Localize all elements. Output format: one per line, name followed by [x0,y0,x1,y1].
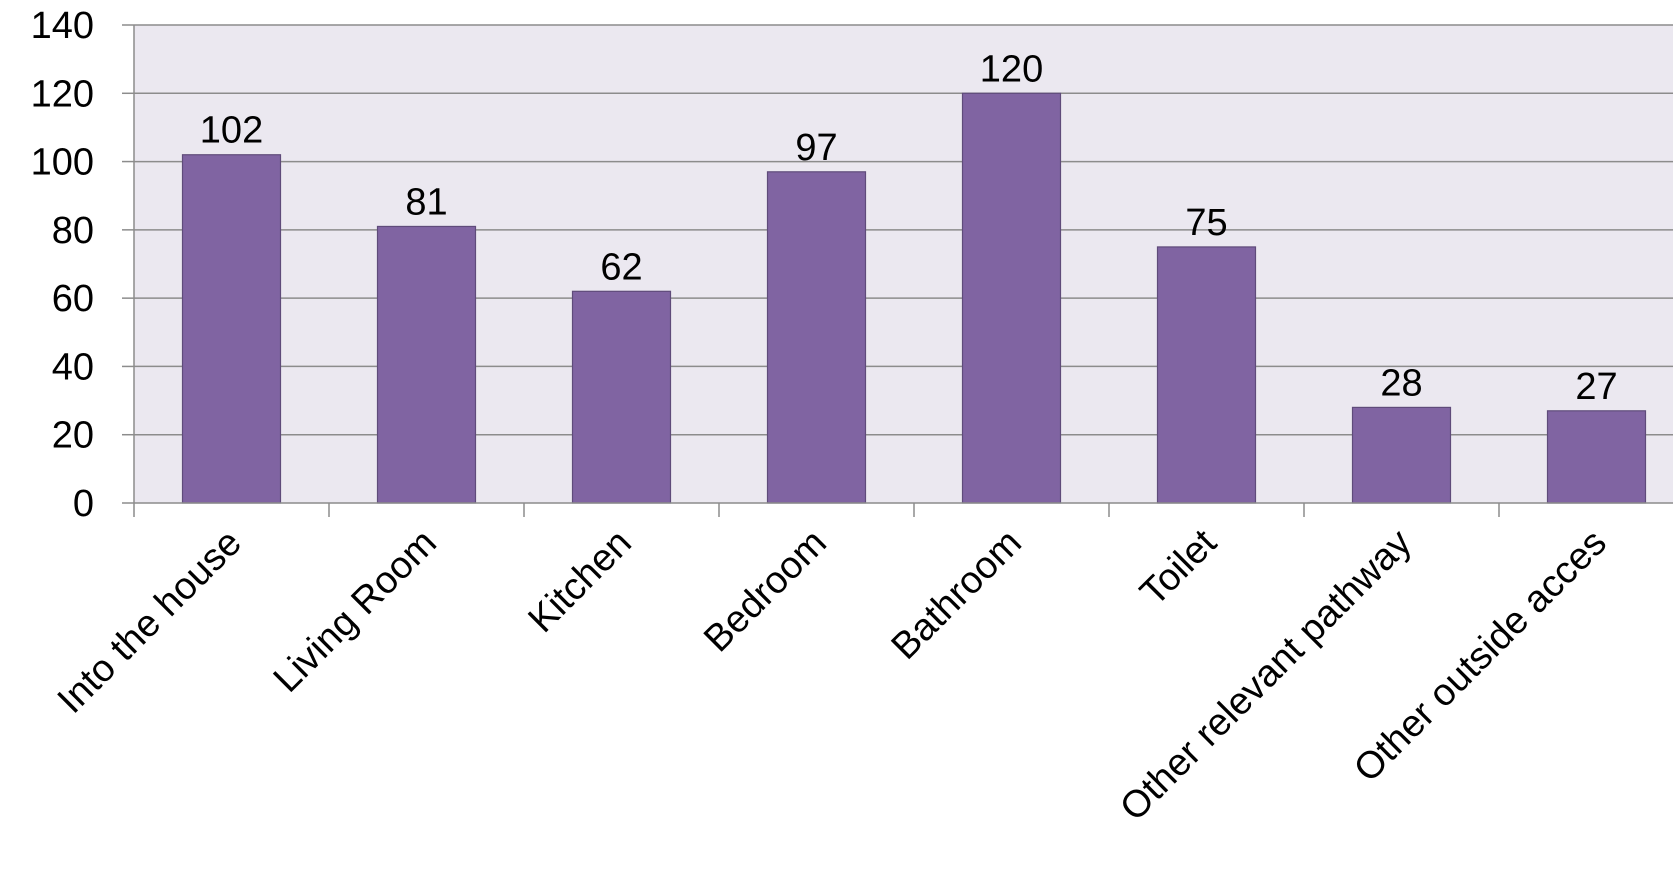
y-tick-labels: 0 20 40 60 80 100 120 140 [31,5,94,525]
category-labels: Into the house Living Room Kitchen Bedroom B… [50,521,1615,829]
data-label: 97 [795,127,837,169]
y-tick-label: 140 [31,5,94,47]
bar [1546,410,1647,504]
category-label: Living Room [266,522,445,701]
bar [961,92,1062,504]
data-label: 28 [1380,362,1422,404]
category-label: Into the house [50,522,250,722]
y-tick-label: 60 [52,278,94,320]
data-label: 75 [1185,202,1227,244]
y-tick-label: 80 [52,210,94,252]
y-tick-label: 40 [52,346,94,388]
data-label: 102 [200,110,263,152]
y-tick-label: 0 [73,483,94,525]
y-tick-label: 20 [52,415,94,457]
bar [1351,406,1452,504]
y-tick-label: 100 [31,142,94,184]
bar [766,171,867,504]
category-label: Toilet [1132,521,1225,614]
data-label: 62 [600,246,642,288]
category-label: Bedroom [696,522,835,661]
data-label: 120 [980,48,1043,90]
data-labels: 102 81 62 97 120 75 28 27 [200,48,1618,408]
axes [122,24,1673,517]
y-tick-label: 120 [31,73,94,115]
category-label: Kitchen [521,522,640,641]
bar [1156,246,1257,504]
category-label: Bathroom [884,522,1030,668]
data-label: 27 [1575,366,1617,408]
data-label: 81 [405,181,447,223]
bar [181,154,282,504]
bar [571,290,672,504]
bar [376,225,477,504]
